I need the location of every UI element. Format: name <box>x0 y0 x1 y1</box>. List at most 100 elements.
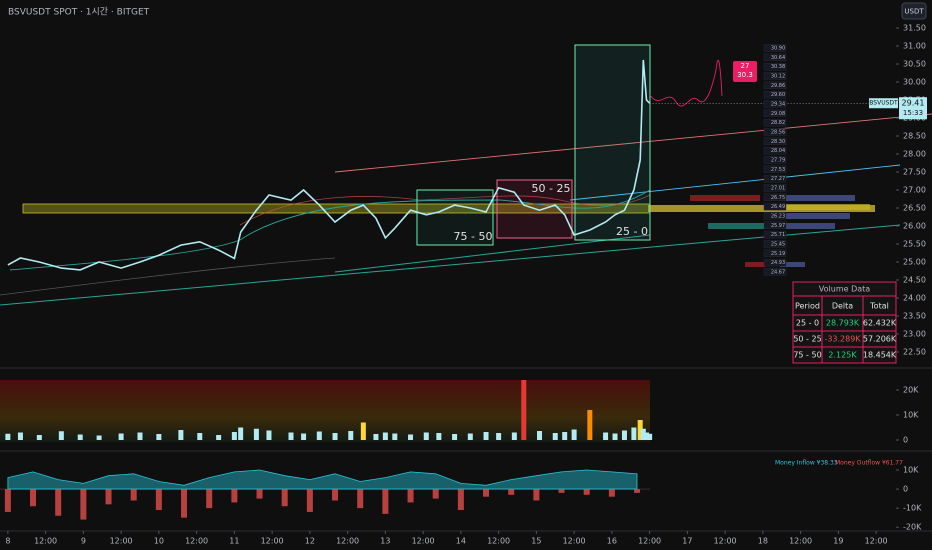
x-tick-label: 12:00 <box>110 537 133 546</box>
volume-bar <box>436 433 442 440</box>
outflow-bar <box>483 489 490 497</box>
volume-bar <box>332 433 338 440</box>
volume-bar <box>603 432 609 440</box>
profile-bar <box>690 195 760 201</box>
price-tag <box>899 97 927 120</box>
outflow-bar <box>382 489 389 514</box>
table-title: Volume Data <box>819 285 870 294</box>
y-tick-label: 31.50 <box>903 24 926 33</box>
y-tick-label: 25.50 <box>903 240 926 249</box>
ladder-cell <box>763 184 787 192</box>
target-text: 27 <box>741 62 750 70</box>
outflow-bar <box>357 489 364 509</box>
volume-bar <box>253 428 259 440</box>
y-tick-label: 27.00 <box>903 186 926 195</box>
volume-bar <box>266 430 272 440</box>
volume-bar <box>382 432 388 440</box>
symbol-tag <box>869 98 898 109</box>
table-cell: 57.206K <box>863 335 897 344</box>
ladder-label: 28.56 <box>771 129 785 135</box>
volume-bar <box>612 433 618 440</box>
outflow-bar <box>105 489 112 505</box>
table-header: Delta <box>832 302 853 311</box>
outflow-bar <box>407 489 414 503</box>
volume-bar <box>643 432 649 440</box>
profile-bar <box>780 204 870 210</box>
x-tick-label: 12:00 <box>865 537 888 546</box>
currency-button[interactable] <box>901 2 927 20</box>
volume-bar <box>137 432 143 440</box>
x-tick-label: 15 <box>531 537 541 546</box>
outflow-bar <box>256 489 263 499</box>
table-cell: 28.793K <box>826 319 860 328</box>
y-tick-label: 28.00 <box>903 150 926 159</box>
x-tick-label: 12:00 <box>336 537 359 546</box>
ladder-cell <box>763 230 787 239</box>
ladder-label: 25.45 <box>771 241 785 247</box>
table-body: Period Delta Total 25 - 0 28.793K 62.432K 50 -… <box>793 302 897 360</box>
volume-bar <box>392 433 398 440</box>
volume-bar <box>316 431 322 440</box>
ladder-cell <box>763 258 787 267</box>
volume-bar <box>408 434 414 440</box>
moving-average <box>239 194 651 226</box>
ladder-label: 26.75 <box>771 195 785 201</box>
y-tick-label: 10K <box>903 411 919 420</box>
trend-line <box>0 224 901 306</box>
volume-bar <box>631 427 637 440</box>
volume-bar <box>621 430 627 440</box>
volume-bar <box>178 430 184 440</box>
x-tick-label: 12:00 <box>185 537 208 546</box>
price-label: 29.41 <box>902 99 925 108</box>
volume-bar <box>647 433 653 440</box>
currency-label[interactable]: USDT <box>904 8 924 16</box>
target-text: 30.3 <box>737 71 753 79</box>
volume-bar <box>452 434 458 440</box>
ladder-label: 30.12 <box>771 73 785 79</box>
table-cell: 75 - 50 <box>793 351 821 360</box>
profile-bar <box>780 223 835 229</box>
y-tick-label: 25.00 <box>903 258 926 267</box>
y-tick-label: 30.50 <box>903 60 926 69</box>
x-tick-label: 12:00 <box>714 537 737 546</box>
volume-bar <box>77 434 83 440</box>
x-tick-label: 12:00 <box>34 537 57 546</box>
volume-bar <box>423 432 429 440</box>
volume-bar <box>537 431 543 440</box>
ladder-label: 28.82 <box>771 120 785 126</box>
x-tick-label: 11 <box>229 537 239 546</box>
outflow-bar <box>30 489 37 507</box>
volume-bar <box>58 431 64 440</box>
ladder-label: 26.49 <box>771 204 785 210</box>
outflow-bar <box>4 489 11 512</box>
ladder-label: 27.01 <box>771 185 785 191</box>
x-tick-label: 10 <box>154 537 164 546</box>
ladder-label: 30.90 <box>771 46 785 52</box>
x-tick-label: 18 <box>758 537 768 546</box>
ladder-label: 29.34 <box>771 101 785 107</box>
y-tick-label: -20K <box>903 523 922 532</box>
y-tick-label: 28.50 <box>903 132 926 141</box>
outflow-bar <box>583 489 590 495</box>
outflow-bar <box>231 489 238 503</box>
y-tick-label: 22.50 <box>903 348 926 357</box>
ladder-cell <box>763 165 787 173</box>
outflow-bar <box>206 489 213 509</box>
table-cell: 18.454K <box>863 351 897 360</box>
ladder-label: 25.71 <box>771 232 785 238</box>
volume-bar <box>118 433 124 440</box>
ladder-cell <box>763 118 787 127</box>
y-tick-label: 31.00 <box>903 42 926 51</box>
x-tick-label: 12:00 <box>261 537 284 546</box>
volume-bar <box>96 435 102 440</box>
ladder-cell <box>763 146 787 155</box>
ladder-label: 30.38 <box>771 64 785 70</box>
x-tick-label: 19 <box>833 537 843 546</box>
ladder-label: 24.67 <box>771 269 785 275</box>
volume-bar <box>587 410 593 440</box>
outflow-bar <box>608 489 615 497</box>
ladder-label: 24.93 <box>771 260 785 266</box>
